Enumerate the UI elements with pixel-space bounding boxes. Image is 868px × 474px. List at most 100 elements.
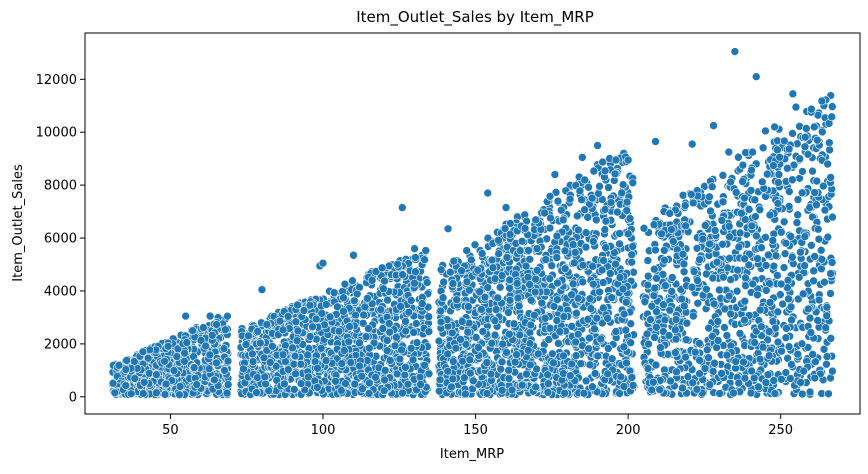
scatter-point <box>449 256 459 266</box>
scatter-point <box>649 220 659 230</box>
scatter-point <box>436 306 445 316</box>
scatter-point <box>553 278 562 288</box>
scatter-point <box>371 372 380 382</box>
scatter-point <box>378 324 388 333</box>
scatter-point <box>813 316 823 325</box>
scatter-point <box>595 287 604 297</box>
x-tick-label: 150 <box>463 423 488 438</box>
scatter-point <box>773 199 783 208</box>
scatter-point <box>490 274 500 284</box>
scatter-point <box>686 190 696 199</box>
scatter-point <box>568 240 578 249</box>
scatter-point <box>589 279 598 289</box>
scatter-point <box>505 295 515 305</box>
scatter-point <box>376 305 386 314</box>
scatter-point <box>221 325 230 335</box>
scatter-point <box>627 257 637 267</box>
y-tick-label: 4000 <box>44 284 77 299</box>
scatter-point <box>517 236 527 246</box>
scatter-point <box>567 359 577 369</box>
scatter-point <box>643 280 653 290</box>
scatter-point <box>808 166 817 176</box>
scatter-point <box>724 222 734 231</box>
y-tick-label: 8000 <box>44 179 77 194</box>
scatter-point <box>377 263 387 273</box>
scatter-point <box>205 311 215 321</box>
scatter-point <box>712 257 722 267</box>
scatter-point <box>409 328 418 337</box>
scatter-point <box>598 278 608 287</box>
scatter-point <box>758 143 768 153</box>
scatter-point <box>826 334 836 343</box>
chart-title: Item_Outlet_Sales by Item_MRP <box>356 8 594 27</box>
scatter-point <box>769 261 779 271</box>
scatter-point <box>764 250 773 260</box>
scatter-point <box>708 273 718 283</box>
scatter-point <box>798 167 807 176</box>
scatter-point <box>596 334 606 344</box>
scatter-point <box>110 388 120 398</box>
scatter-point <box>585 333 594 343</box>
scatter-point <box>175 382 185 391</box>
scatter-point <box>464 302 473 311</box>
scatter-point <box>189 363 199 372</box>
scatter-point <box>724 291 734 301</box>
scatter-point <box>807 241 816 250</box>
scatter-point <box>262 320 272 329</box>
scatter-point <box>758 342 768 352</box>
scatter-point <box>750 338 759 347</box>
scatter-point <box>555 327 565 336</box>
scatter-point <box>595 182 604 191</box>
scatter-point <box>436 317 446 327</box>
scatter-point <box>341 379 350 388</box>
scatter-point <box>520 224 530 233</box>
scatter-point <box>411 253 420 262</box>
scatter-point <box>290 351 300 361</box>
scatter-point <box>434 386 444 396</box>
scatter-point <box>560 388 570 398</box>
scatter-point <box>570 248 580 257</box>
scatter-point <box>558 215 568 225</box>
scatter-point <box>604 344 613 353</box>
scatter-point <box>797 339 807 349</box>
scatter-point <box>401 317 410 326</box>
scatter-point <box>192 380 202 389</box>
scatter-point <box>601 216 611 226</box>
scatter-point <box>773 271 782 280</box>
scatter-point <box>622 206 632 215</box>
scatter-point <box>793 349 803 359</box>
scatter-point <box>627 373 637 382</box>
scatter-point <box>363 294 372 303</box>
scatter-point <box>735 329 745 338</box>
scatter-point <box>212 358 221 368</box>
scatter-point <box>345 322 354 331</box>
scatter-point <box>610 169 620 179</box>
scatter-point <box>584 344 593 354</box>
scatter-point <box>424 369 434 379</box>
scatter-point <box>651 137 660 146</box>
scatter-point <box>578 153 587 162</box>
scatter-point <box>201 341 210 351</box>
scatter-point <box>311 314 321 324</box>
scatter-point <box>406 296 416 305</box>
scatter-point <box>761 261 771 270</box>
scatter-point <box>679 301 689 311</box>
scatter-point <box>515 330 525 340</box>
scatter-point <box>733 265 742 275</box>
scatter-point <box>161 379 171 389</box>
scatter-point <box>762 169 772 179</box>
scatter-point <box>799 366 809 376</box>
scatter-point <box>573 329 583 339</box>
scatter-point <box>705 192 714 202</box>
scatter-point <box>588 261 597 271</box>
scatter-point <box>349 296 359 306</box>
scatter-point <box>773 145 782 155</box>
scatter-point <box>615 389 624 398</box>
scatter-point <box>810 373 820 383</box>
scatter-point <box>547 261 557 270</box>
scatter-point <box>541 255 551 264</box>
scatter-point <box>706 206 715 216</box>
scatter-point <box>219 344 229 353</box>
scatter-point <box>600 225 610 234</box>
scatter-point <box>487 255 497 265</box>
